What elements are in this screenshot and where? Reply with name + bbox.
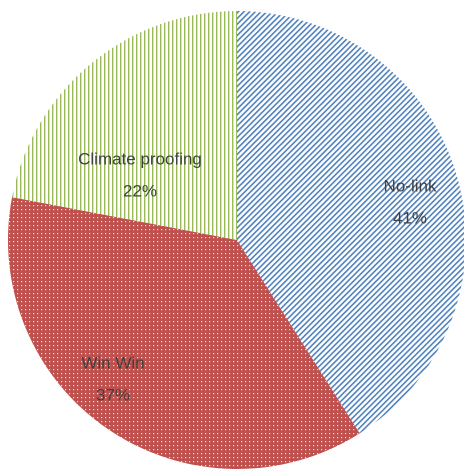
value-label: 37%: [96, 385, 130, 404]
value-label: 41%: [393, 208, 427, 227]
slice-label: Win Win: [81, 353, 144, 372]
value-label: 22%: [123, 181, 157, 200]
pie-slice: [7, 197, 360, 470]
slice-label: No-link: [384, 176, 437, 195]
pie-slice: [237, 11, 464, 434]
slice-label: Climate proofing: [78, 149, 202, 168]
pie-slice: [12, 11, 238, 240]
